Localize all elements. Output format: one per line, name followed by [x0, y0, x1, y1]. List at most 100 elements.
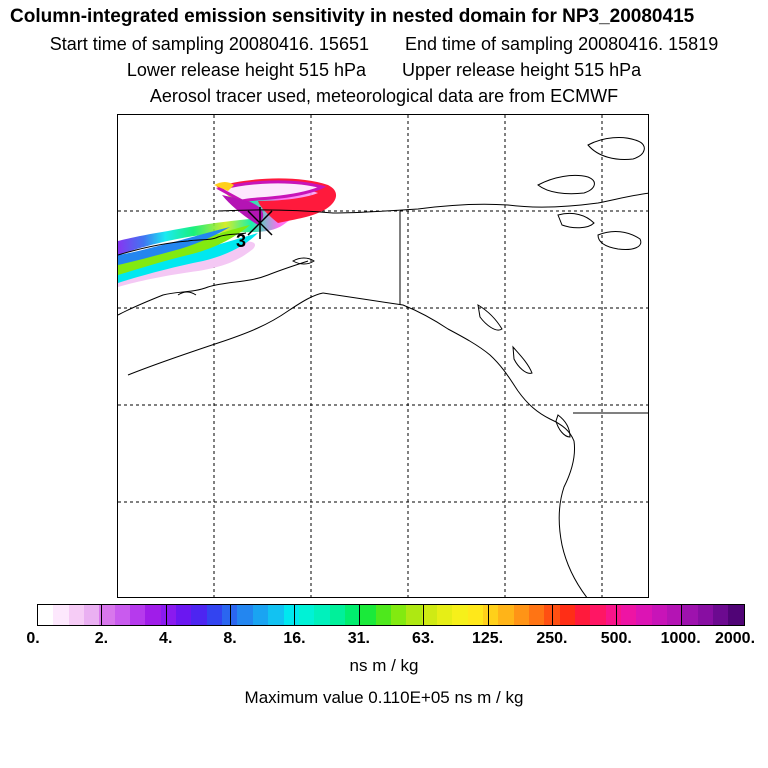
- island: [587, 137, 645, 160]
- colorbar-swatch: [436, 605, 453, 625]
- colorbar-swatch: [452, 605, 468, 625]
- release-cross-icon: [247, 207, 273, 239]
- lower-release-height: Lower release height 515 hPa: [126, 60, 366, 80]
- colorbar-swatch: [605, 605, 622, 625]
- colorbar-swatch: [298, 605, 315, 625]
- colorbar: [37, 604, 745, 626]
- colorbar-swatch: [713, 605, 729, 625]
- emission-plume: [118, 178, 337, 287]
- start-time: Start time of sampling 20080416. 15651: [49, 34, 369, 54]
- colorbar-swatch: [176, 605, 192, 625]
- colorbar-swatch: [114, 605, 131, 625]
- colorbar-swatch: [99, 605, 115, 625]
- island: [477, 304, 503, 331]
- end-time: End time of sampling 20080416. 15819: [404, 34, 719, 54]
- colorbar-tick-label: 8.: [223, 630, 237, 647]
- colorbar-tick-label: 250.: [536, 630, 568, 647]
- colorbar-swatch: [575, 605, 591, 625]
- colorbar-swatch: [467, 605, 483, 625]
- island: [291, 257, 315, 265]
- release-label: 3: [236, 231, 246, 251]
- colorbar-swatch: [559, 605, 576, 625]
- colorbar-swatch: [375, 605, 391, 625]
- colorbar-swatch: [53, 605, 69, 625]
- colorbar-swatch: [513, 605, 529, 625]
- colorbar-tick-label: 16.: [283, 630, 306, 647]
- tracer-info: Aerosol tracer used, meteorological data…: [149, 86, 619, 106]
- island: [537, 174, 595, 195]
- colorbar-unit: ns m / kg: [349, 656, 419, 675]
- colorbar-swatch: [38, 605, 54, 625]
- colorbar-swatch: [421, 605, 437, 625]
- island: [597, 231, 642, 250]
- coastline: [127, 292, 324, 376]
- colorbar-tick-label: 63.: [412, 630, 435, 647]
- colorbar-swatch: [145, 605, 161, 625]
- colorbar-tick-label: 0.: [26, 630, 40, 647]
- colorbar-swatch: [68, 605, 85, 625]
- colorbar-tick-mark: [487, 604, 489, 626]
- upper-release-height: Upper release height 515 hPa: [402, 60, 642, 80]
- colorbar-tick-label: 500.: [600, 630, 632, 647]
- colorbar-swatch: [344, 605, 361, 625]
- colorbar-swatch: [390, 605, 407, 625]
- colorbar-swatch: [406, 605, 422, 625]
- colorbar-swatch: [682, 605, 698, 625]
- colorbar-swatch: [252, 605, 269, 625]
- colorbar-swatch: [222, 605, 238, 625]
- colorbar-swatch: [697, 605, 714, 625]
- colorbar-swatch: [636, 605, 652, 625]
- colorbar-swatch: [191, 605, 207, 625]
- colorbar-tick-label: 1000.: [660, 630, 701, 647]
- coastline: [322, 292, 519, 392]
- colorbar-tick-label: 31.: [347, 630, 370, 647]
- coastline: [118, 260, 309, 316]
- colorbar-swatch: [237, 605, 253, 625]
- colorbar-swatch: [160, 605, 177, 625]
- graticule: [118, 115, 648, 597]
- colorbar-swatch: [651, 605, 668, 625]
- colorbar-tick-mark: [423, 604, 425, 626]
- colorbar-tick-label: 4.: [159, 630, 173, 647]
- colorbar-tick-mark: [358, 604, 360, 626]
- sampling-times: Start time of sampling 20080416. 15651 En…: [0, 34, 768, 55]
- colorbar-swatch: [314, 605, 330, 625]
- island: [512, 345, 533, 374]
- colorbar-swatch: [482, 605, 499, 625]
- colorbar-tick-mark: [680, 604, 682, 626]
- coastline: [118, 232, 247, 256]
- colorbar-swatch: [84, 605, 100, 625]
- colorbar-tick-label: 125.: [471, 630, 504, 647]
- map-title: Column-integrated emission sensitivity i…: [10, 6, 695, 27]
- colorbar-swatch: [360, 605, 376, 625]
- colorbar-swatch: [529, 605, 545, 625]
- colorbar-tick-mark: [165, 604, 167, 626]
- colorbar-swatch: [329, 605, 345, 625]
- island: [557, 212, 595, 229]
- colorbar-swatch: [206, 605, 223, 625]
- coastline: [517, 390, 588, 597]
- colorbar-swatch: [283, 605, 299, 625]
- colorbar-tick-label: 2000.: [714, 630, 756, 647]
- colorbar-swatch: [590, 605, 606, 625]
- maximum-value: Maximum value 0.110E+05 ns m / kg: [244, 688, 524, 707]
- island: [555, 414, 571, 438]
- colorbar-tick-mark: [230, 604, 232, 626]
- colorbar-tick-label: 2.: [94, 630, 109, 647]
- release-heights: Lower release height 515 hPa Upper releas…: [0, 60, 768, 81]
- colorbar-swatch: [621, 605, 637, 625]
- colorbar-swatch: [498, 605, 514, 625]
- colorbar-tick-mark: [551, 604, 553, 626]
- colorbar-tick-mark: [101, 604, 103, 626]
- colorbar-swatch: [667, 605, 683, 625]
- map-canvas: 3: [118, 115, 648, 597]
- colorbar-tick-mark: [616, 604, 618, 626]
- coastlines: [118, 137, 648, 597]
- release-point: 3: [236, 207, 273, 251]
- colorbar-swatch: [268, 605, 284, 625]
- colorbar-swatch: [130, 605, 146, 625]
- island: [177, 291, 197, 296]
- colorbar-tick-mark: [294, 604, 296, 626]
- map-frame: 3: [117, 114, 649, 598]
- colorbar-swatch: [728, 605, 744, 625]
